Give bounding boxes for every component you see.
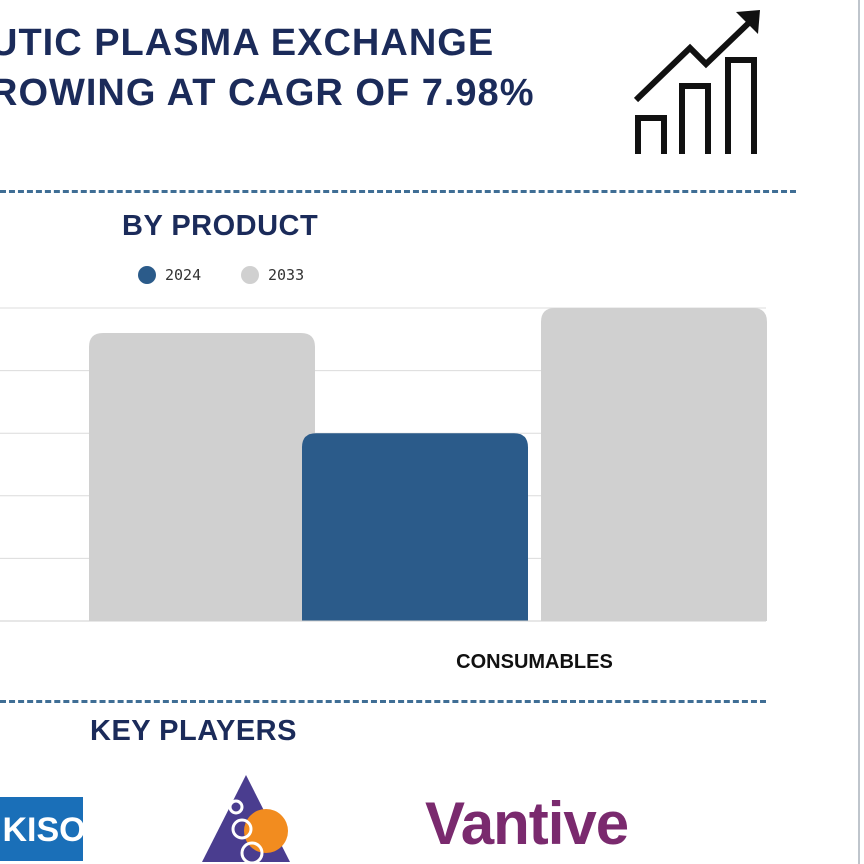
growth-chart-icon	[633, 10, 760, 154]
section-title-by-product: BY PRODUCT	[122, 210, 319, 242]
bar-2024-consumables	[302, 433, 528, 621]
kiso-logo-text: KISO	[2, 811, 83, 849]
bottom-divider	[0, 700, 766, 703]
headline-line-2: ROWING AT CAGR OF 7.98%	[0, 72, 535, 114]
bar-2033-consumables	[541, 308, 767, 621]
legend-swatch-2024	[138, 266, 156, 284]
category-label: CONSUMABLES	[456, 651, 613, 673]
kiso-logo: KISO	[0, 797, 83, 861]
vantive-logo: Vantive	[425, 790, 629, 856]
legend-label-2033: 2033	[268, 266, 305, 284]
triangle-circles-logo	[202, 775, 290, 864]
headline-line-1: UTIC PLASMA EXCHANGE	[0, 22, 495, 64]
legend-item-2033: 2033	[241, 266, 304, 284]
vantive-logo-text: Vantive	[425, 790, 628, 856]
page-right-border	[858, 0, 860, 864]
top-divider	[0, 190, 796, 193]
bar-2033-category-0	[89, 333, 315, 621]
legend-label-2024: 2024	[165, 266, 202, 284]
legend-swatch-2033	[241, 266, 259, 284]
section-title-key-players: KEY PLAYERS	[90, 715, 297, 747]
legend-item-2024: 2024	[138, 266, 201, 284]
product-bar-chart: CONSUMABLES	[0, 307, 767, 673]
